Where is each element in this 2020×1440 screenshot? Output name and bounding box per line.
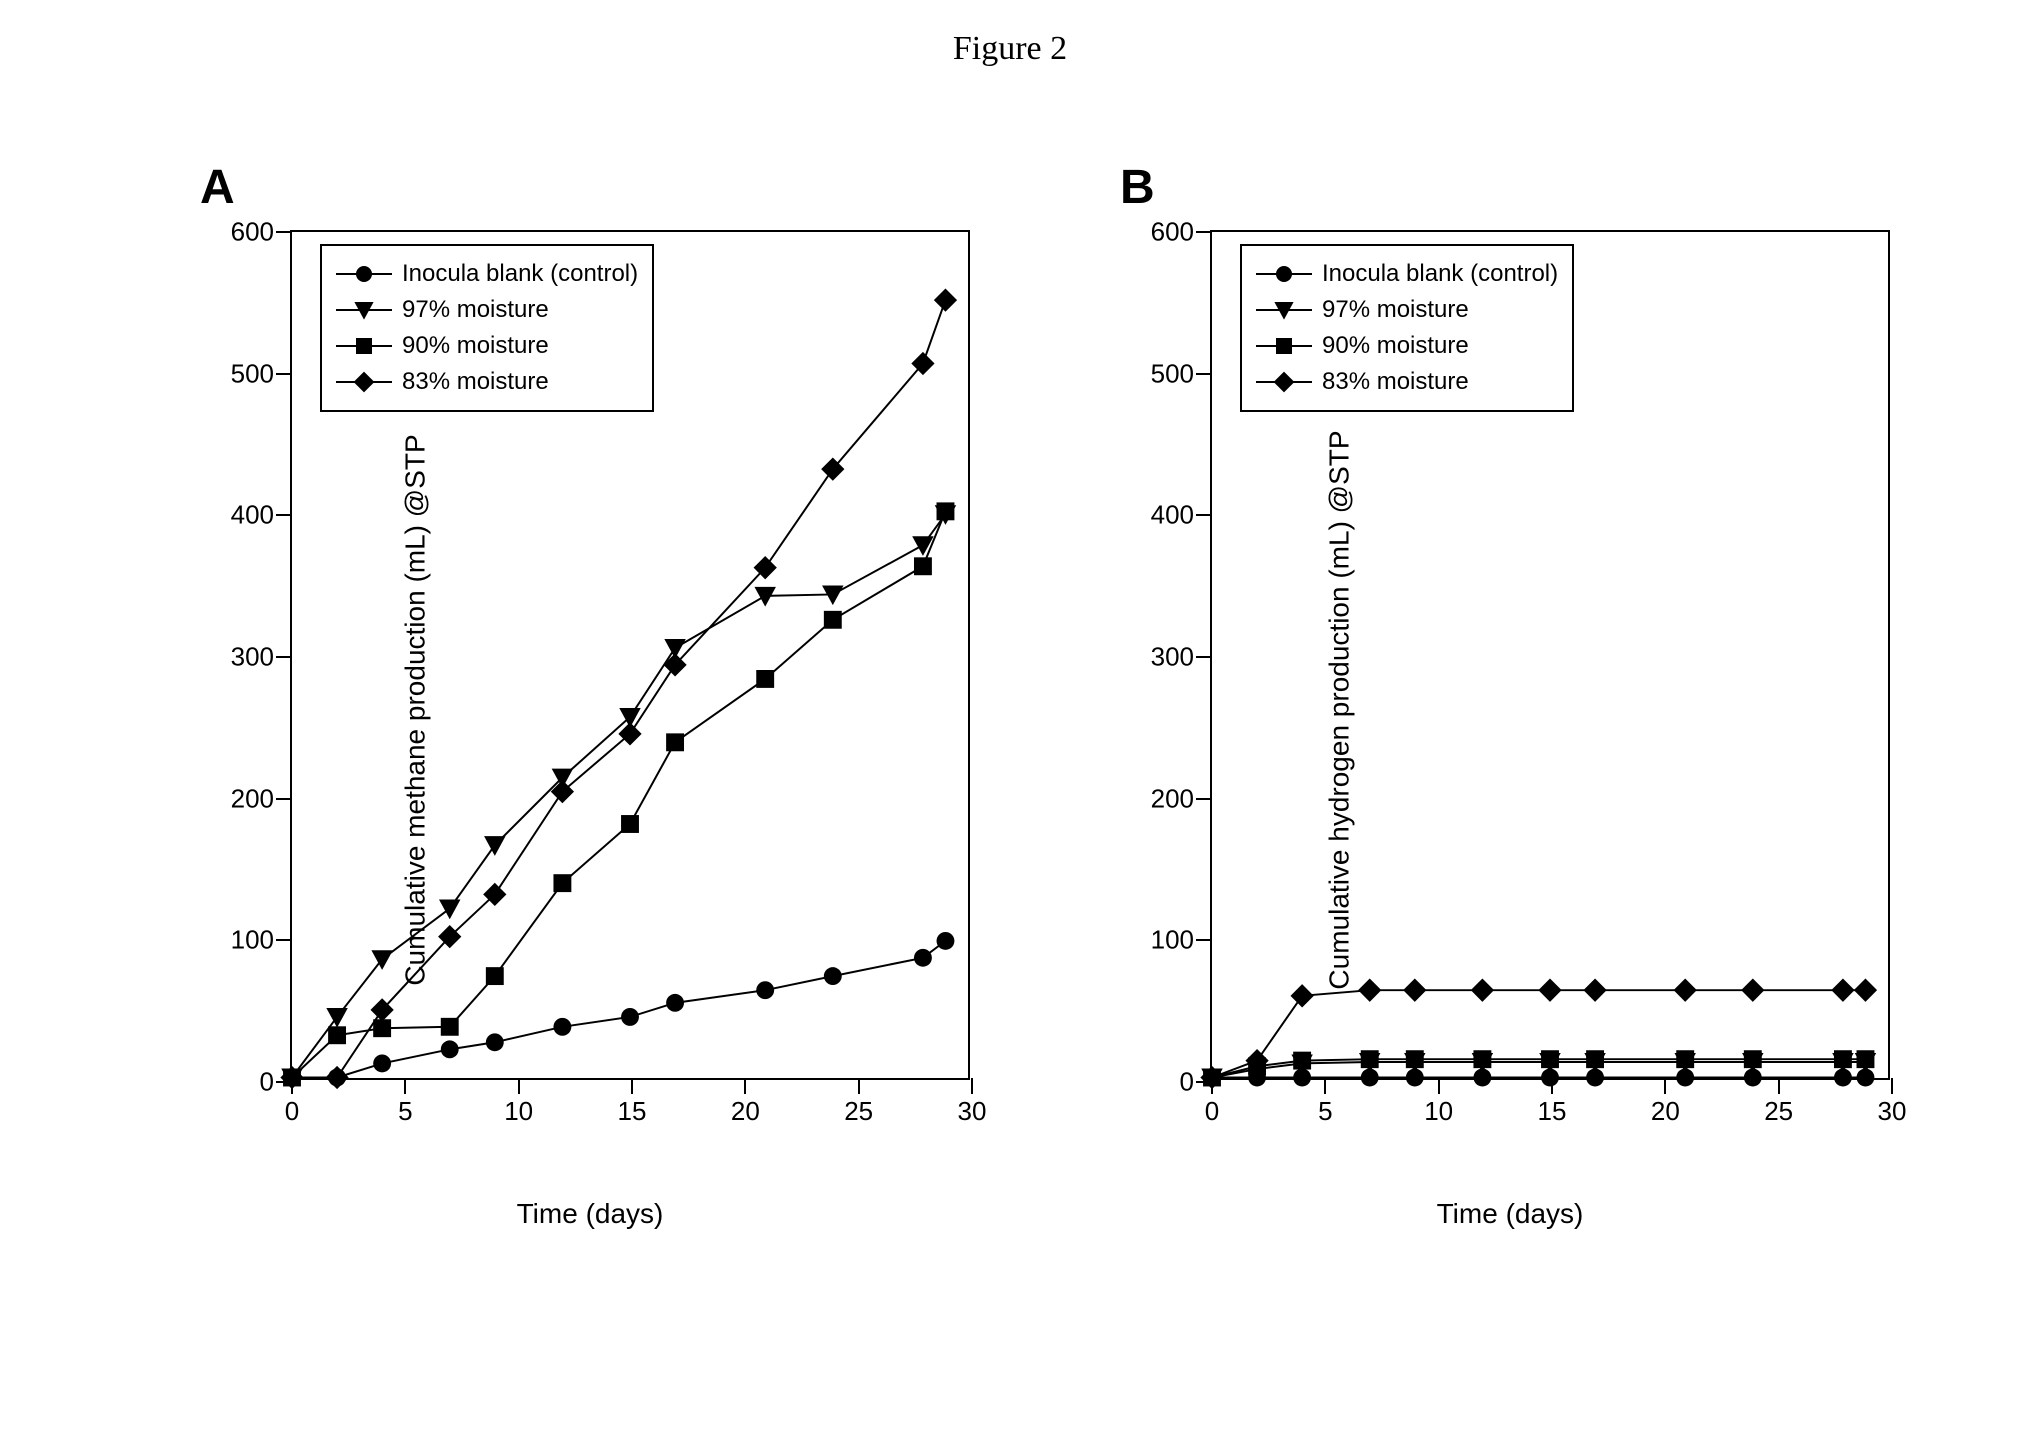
panel-label-b: B [1120, 160, 1155, 215]
legend: Inocula blank (control) 97% moisture 90%… [1240, 244, 1574, 412]
ytick-label: 500 [231, 358, 292, 389]
ytick-label: 400 [1151, 500, 1212, 531]
x-axis-label-a: Time (days) [517, 1198, 664, 1230]
legend-item-m83: 83% moisture [336, 364, 638, 400]
legend-line-icon [336, 309, 392, 311]
legend-marker-circle-icon [1272, 262, 1296, 286]
ytick-label: 200 [1151, 783, 1212, 814]
legend-label: 83% moisture [1322, 364, 1469, 400]
legend-line-icon [1256, 345, 1312, 347]
legend-item-m83: 83% moisture [1256, 364, 1558, 400]
xtick-label: 10 [1424, 1078, 1453, 1127]
legend-marker-diamond-icon [1272, 370, 1296, 394]
legend-marker-circle-icon [352, 262, 376, 286]
xtick-label: 30 [1878, 1078, 1907, 1127]
xtick-label: 30 [958, 1078, 987, 1127]
legend-item-m90: 90% moisture [1256, 328, 1558, 364]
ytick-label: 100 [231, 925, 292, 956]
series-line-m97 [292, 514, 945, 1077]
xtick-label: 5 [398, 1078, 412, 1127]
xtick-label: 15 [618, 1078, 647, 1127]
ytick-label: 400 [231, 500, 292, 531]
legend-marker-square-icon [1272, 334, 1296, 358]
legend-label: 97% moisture [1322, 292, 1469, 328]
legend-line-icon [336, 381, 392, 383]
plot-frame-a: 0100200300400500600051015202530 Inocula … [290, 230, 970, 1080]
legend-line-icon [1256, 273, 1312, 275]
figure-title: Figure 2 [953, 30, 1067, 68]
legend-marker-triangle-down-icon [1272, 298, 1296, 322]
series-line-m90 [292, 511, 945, 1077]
legend-line-icon [1256, 309, 1312, 311]
xtick-label: 20 [1651, 1078, 1680, 1127]
ytick-label: 300 [1151, 642, 1212, 673]
legend-label: 83% moisture [402, 364, 549, 400]
legend-line-icon [1256, 381, 1312, 383]
plot-frame-b: 0100200300400500600051015202530 Inocula … [1210, 230, 1890, 1080]
legend-marker-diamond-icon [352, 370, 376, 394]
chart-panel-a: A Cumulative methane production (mL) @ST… [160, 160, 1020, 1260]
legend-item-control: Inocula blank (control) [1256, 256, 1558, 292]
legend-item-m97: 97% moisture [336, 292, 638, 328]
legend-item-m97: 97% moisture [1256, 292, 1558, 328]
ytick-label: 600 [1151, 217, 1212, 248]
legend-label: 90% moisture [402, 328, 549, 364]
xtick-label: 10 [504, 1078, 533, 1127]
charts-row: A Cumulative methane production (mL) @ST… [160, 160, 1940, 1260]
legend-marker-triangle-down-icon [352, 298, 376, 322]
xtick-label: 5 [1318, 1078, 1332, 1127]
series-line-m83 [292, 300, 945, 1077]
legend-line-icon [336, 273, 392, 275]
legend: Inocula blank (control) 97% moisture 90%… [320, 244, 654, 412]
figure-page: Figure 2 A Cumulative methane production… [0, 0, 2020, 1440]
chart-panel-b: B Cumulative hydrogen production (mL) @S… [1080, 160, 1940, 1260]
legend-label: 90% moisture [1322, 328, 1469, 364]
ytick-label: 200 [231, 783, 292, 814]
legend-item-m90: 90% moisture [336, 328, 638, 364]
xtick-label: 20 [731, 1078, 760, 1127]
legend-label: Inocula blank (control) [402, 256, 638, 292]
legend-item-control: Inocula blank (control) [336, 256, 638, 292]
panel-label-a: A [200, 160, 235, 215]
xtick-label: 25 [844, 1078, 873, 1127]
legend-line-icon [336, 345, 392, 347]
ytick-label: 100 [1151, 925, 1212, 956]
ytick-label: 300 [231, 642, 292, 673]
legend-label: 97% moisture [402, 292, 549, 328]
legend-marker-square-icon [352, 334, 376, 358]
x-axis-label-b: Time (days) [1437, 1198, 1584, 1230]
ytick-label: 500 [1151, 358, 1212, 389]
ytick-label: 600 [231, 217, 292, 248]
legend-label: Inocula blank (control) [1322, 256, 1558, 292]
xtick-label: 25 [1764, 1078, 1793, 1127]
